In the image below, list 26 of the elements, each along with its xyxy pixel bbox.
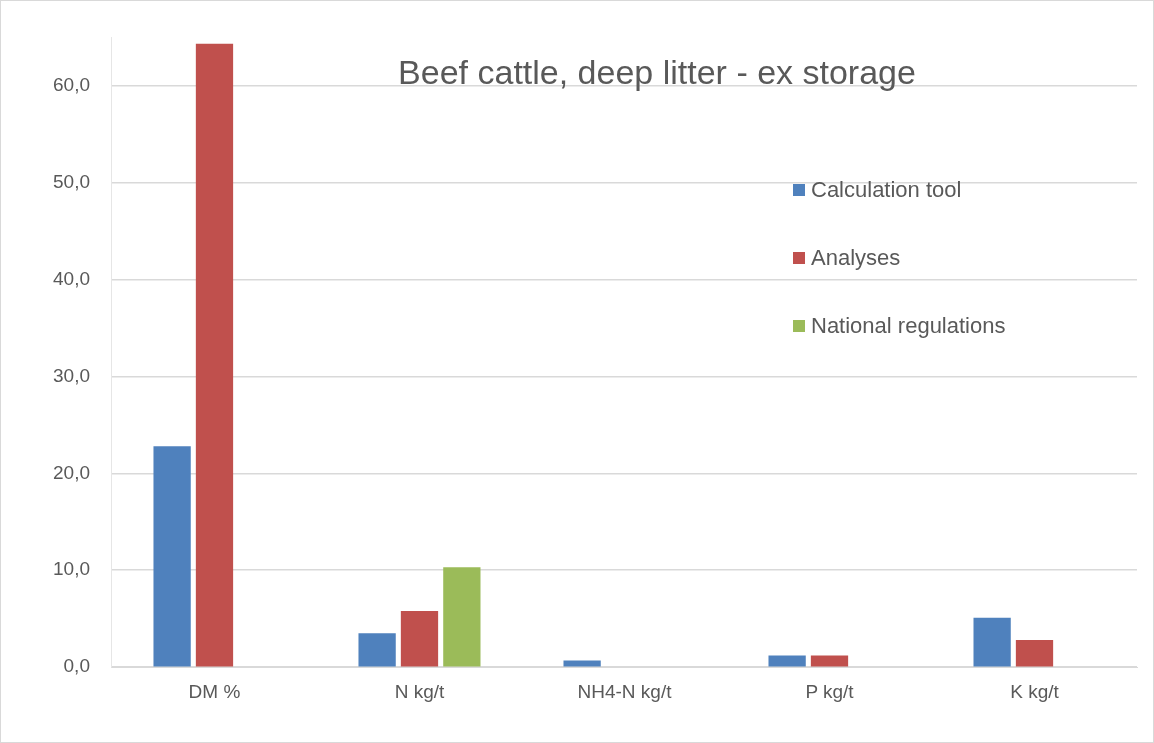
x-tick-label: NH4-N kg/t — [577, 680, 673, 702]
bar — [443, 567, 481, 667]
y-tick-label: 30,0 — [53, 364, 90, 386]
x-tick-label: P kg/t — [805, 680, 855, 702]
bar — [563, 660, 601, 667]
y-tick-label: 50,0 — [53, 170, 90, 192]
legend-label: Calculation tool — [811, 177, 962, 203]
legend-label: Analyses — [811, 245, 901, 271]
bar — [810, 655, 849, 667]
y-tick-label: 10,0 — [53, 558, 90, 580]
bar — [358, 633, 396, 667]
y-tick-label: 20,0 — [53, 461, 90, 483]
y-tick-label: 60,0 — [53, 73, 90, 95]
bar — [768, 655, 806, 667]
text: Beef cattle, deep litter - ex storage — [398, 53, 916, 91]
x-tick-label: DM % — [188, 680, 241, 702]
bar — [153, 446, 191, 667]
y-tick-label: 0,0 — [63, 655, 90, 677]
bar — [1015, 640, 1054, 667]
y-tick-label: 40,0 — [53, 267, 90, 289]
bar — [195, 43, 234, 667]
bar — [400, 610, 439, 667]
x-tick-label: N kg/t — [394, 680, 446, 702]
x-tick-label: K kg/t — [1010, 680, 1060, 702]
bar — [973, 617, 1011, 667]
legend-label: National regulations — [811, 313, 1006, 339]
